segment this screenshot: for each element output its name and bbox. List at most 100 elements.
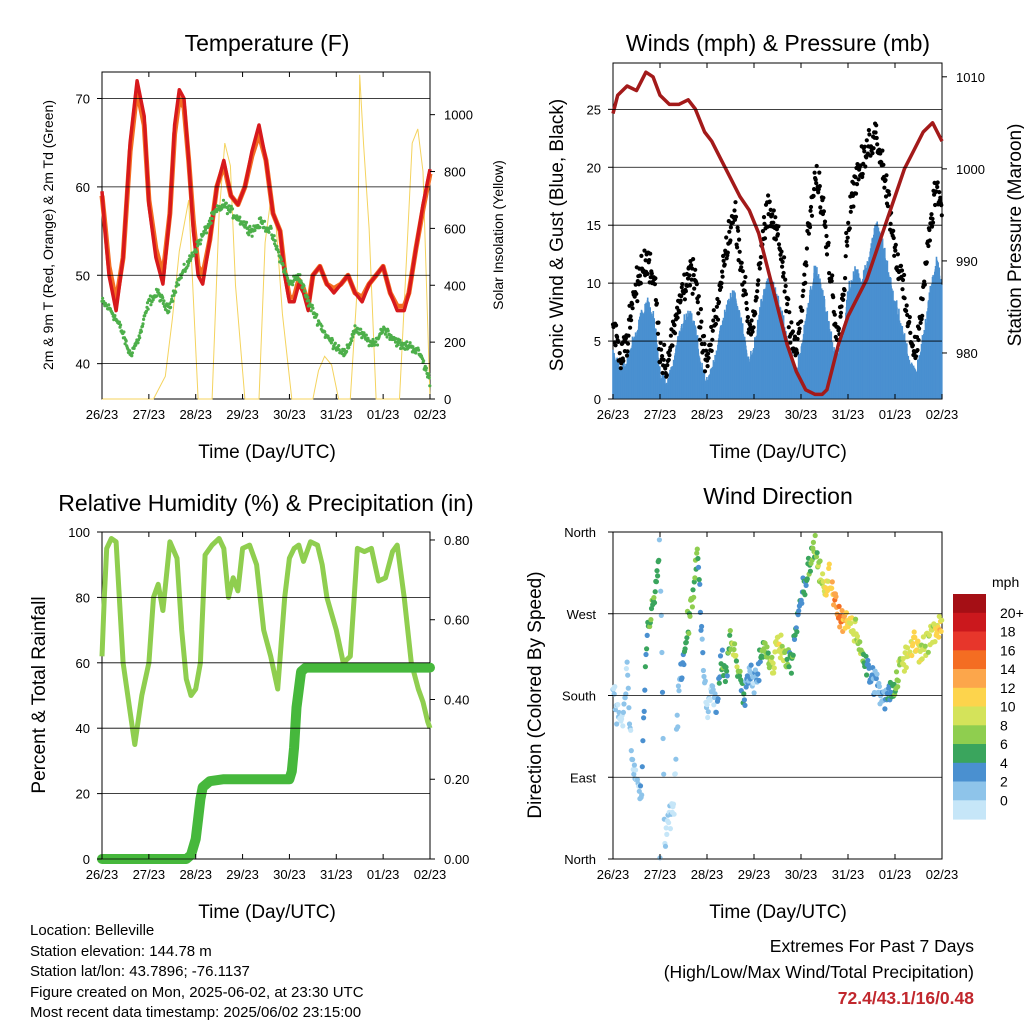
direction-point (642, 664, 649, 670)
wind-gust-point (937, 190, 942, 195)
direction-point (630, 757, 636, 763)
wind-gust-point (930, 220, 936, 225)
dewpoint-point (228, 210, 232, 214)
direction-point (704, 702, 710, 708)
direction-point (719, 647, 726, 653)
direction-xlabel: Time (Day/UTC) (709, 902, 847, 923)
direction-point (673, 756, 679, 762)
wind-gust-point (786, 325, 791, 330)
direction-point (700, 667, 707, 674)
direction-x-tick-label: 26/23 (597, 867, 630, 882)
direction-point (833, 594, 839, 600)
direction-point (882, 706, 888, 712)
wind-gust-point (682, 297, 688, 302)
dewpoint-point (272, 234, 276, 238)
winds-x-tick-label: 26/23 (597, 407, 630, 422)
direction-point (895, 684, 901, 690)
dewpoint-point (192, 254, 196, 258)
direction-point (652, 589, 658, 595)
wind-gust-point (667, 353, 672, 358)
wind-gust-point (806, 231, 812, 236)
wind-gust-point (720, 274, 725, 279)
dewpoint-point (278, 260, 282, 264)
direction-point (874, 671, 880, 677)
direction-point (724, 668, 730, 674)
wind-gust-point (927, 227, 932, 233)
direction-point (736, 673, 743, 679)
wind-gust-point (801, 288, 806, 293)
direction-point (732, 641, 738, 647)
direction-point (843, 610, 850, 616)
wind-gust-point (808, 204, 814, 210)
wind-gust-point (614, 323, 619, 328)
wind-gust-point (904, 308, 909, 313)
colorbar-title: mph (992, 574, 1019, 590)
dewpoint-point (405, 340, 409, 344)
direction-point (641, 715, 647, 721)
direction-point (837, 624, 843, 630)
dewpoint-point (329, 341, 333, 345)
direction-point (674, 712, 680, 718)
temp-9m-line (99, 87, 433, 309)
direction-y-tick-label: West (567, 607, 597, 622)
direction-point (702, 678, 708, 684)
dewpoint-point (279, 258, 283, 262)
dewpoint-point (411, 345, 415, 349)
wind-gust-point (782, 255, 787, 260)
speed-colorbar: mph 20+ 18 16 14 12 10 8 6 4 2 0 (953, 574, 1024, 820)
humidity-xlabel: Time (Day/UTC) (198, 902, 336, 923)
wind-gust-point (744, 300, 749, 306)
direction-panel: Wind Direction NorthEastSouthWestNorth26… (525, 483, 1024, 923)
wind-gust-point (812, 187, 817, 192)
direction-y-tick-label: North (564, 525, 596, 540)
wind-gust-point (775, 232, 781, 237)
wind-gust-point (630, 306, 635, 311)
temperature-ylabel: 2m & 9m T (Red, Orange) & 2m Td (Green) (40, 100, 56, 370)
wind-gust-point (701, 333, 707, 339)
direction-point (634, 777, 641, 783)
wind-gust-point (621, 358, 626, 363)
dewpoint-point (119, 323, 123, 327)
dewpoint-point (307, 299, 311, 303)
wind-gust-point (817, 170, 822, 175)
dewpoint-point (229, 204, 233, 208)
wind-gust-point (853, 191, 859, 196)
wind-gust-point (613, 343, 618, 348)
direction-point (623, 666, 630, 672)
wind-gust-point (781, 270, 786, 276)
colorbar-swatch (953, 781, 986, 801)
dewpoint-point (174, 290, 178, 294)
wind-gust-point (744, 306, 750, 312)
dewpoint-point (360, 336, 364, 340)
direction-point (666, 820, 672, 826)
winds-ylabel: Sonic Wind & Gust (Blue, Black) (547, 99, 568, 371)
wind-gust-point (722, 262, 727, 267)
dewpoint-point (169, 305, 173, 309)
direction-point (812, 532, 818, 539)
dewpoint-point (303, 289, 307, 293)
winds-y-tick-label: 5 (594, 334, 601, 349)
wind-gust-point (778, 252, 783, 257)
direction-point (690, 587, 696, 593)
dewpoint-point (281, 263, 285, 267)
wind-gust-point (760, 229, 766, 234)
direction-point (864, 672, 870, 678)
temperature-y2-tick-label: 400 (444, 278, 466, 293)
temperature-y2-tick-label: 0 (444, 392, 451, 407)
wind-gust-point (704, 348, 709, 353)
direction-point (904, 645, 911, 651)
wind-gust-point (766, 193, 771, 198)
wind-gust-point (745, 315, 751, 320)
direction-point (799, 600, 805, 606)
wind-gust-point (939, 203, 944, 208)
wind-gust-point (813, 177, 818, 182)
humidity-x-tick-label: 26/23 (86, 867, 119, 882)
colorbar-label: 20+ (1000, 605, 1024, 621)
wind-gust-point (724, 235, 729, 240)
humidity-x-tick-label: 27/23 (133, 867, 166, 882)
wind-gust-point (615, 334, 620, 340)
wind-gust-point (643, 258, 648, 263)
wind-gust-point (846, 220, 851, 225)
station-latlon: Station lat/lon: 43.7896; -76.1137 (30, 963, 250, 980)
wind-gust-point (711, 308, 716, 313)
